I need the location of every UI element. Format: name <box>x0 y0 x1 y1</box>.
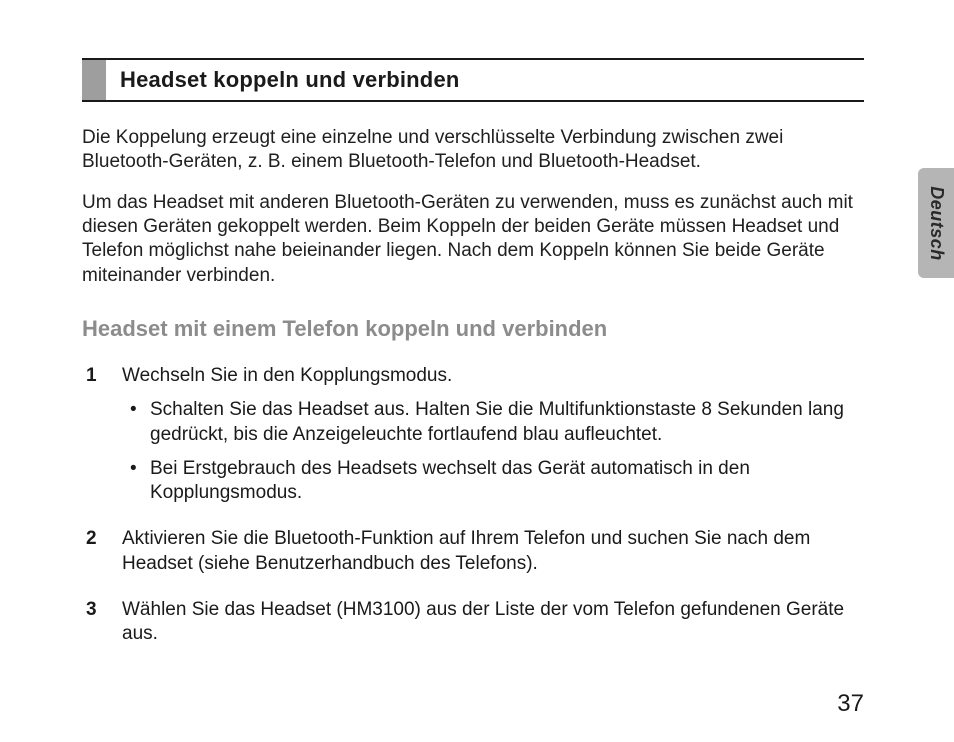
section-title: Headset koppeln und verbinden <box>120 67 460 93</box>
step-1-bullet-1: Schalten Sie das Headset aus. Halten Sie… <box>122 398 864 447</box>
manual-page: Headset koppeln und verbinden Die Koppel… <box>0 0 954 742</box>
step-1-bullets: Schalten Sie das Headset aus. Halten Sie… <box>122 398 864 505</box>
step-3-text: Wählen Sie das Headset (HM3100) aus der … <box>122 599 844 644</box>
subheading: Headset mit einem Telefon koppeln und ve… <box>82 316 864 342</box>
page-number: 37 <box>837 690 864 718</box>
intro-paragraph-2: Um das Headset mit anderen Bluetooth-Ger… <box>82 191 864 288</box>
steps-list: Wechseln Sie in den Kopplungsmodus. Scha… <box>82 364 864 647</box>
step-1-bullet-2: Bei Erstgebrauch des Headsets wechselt d… <box>122 457 864 506</box>
step-2-text: Aktivieren Sie die Bluetooth-Funktion au… <box>122 528 810 573</box>
step-1-text: Wechseln Sie in den Kopplungsmodus. <box>122 365 452 386</box>
language-tab: Deutsch <box>918 168 954 278</box>
step-1: Wechseln Sie in den Kopplungsmodus. Scha… <box>82 364 864 506</box>
section-marker-block <box>82 60 106 100</box>
section-header: Headset koppeln und verbinden <box>82 58 864 102</box>
step-2: Aktivieren Sie die Bluetooth-Funktion au… <box>82 527 864 576</box>
language-tab-label: Deutsch <box>926 186 947 261</box>
step-3: Wählen Sie das Headset (HM3100) aus der … <box>82 598 864 647</box>
intro-paragraph-1: Die Koppelung erzeugt eine einzelne und … <box>82 126 864 175</box>
